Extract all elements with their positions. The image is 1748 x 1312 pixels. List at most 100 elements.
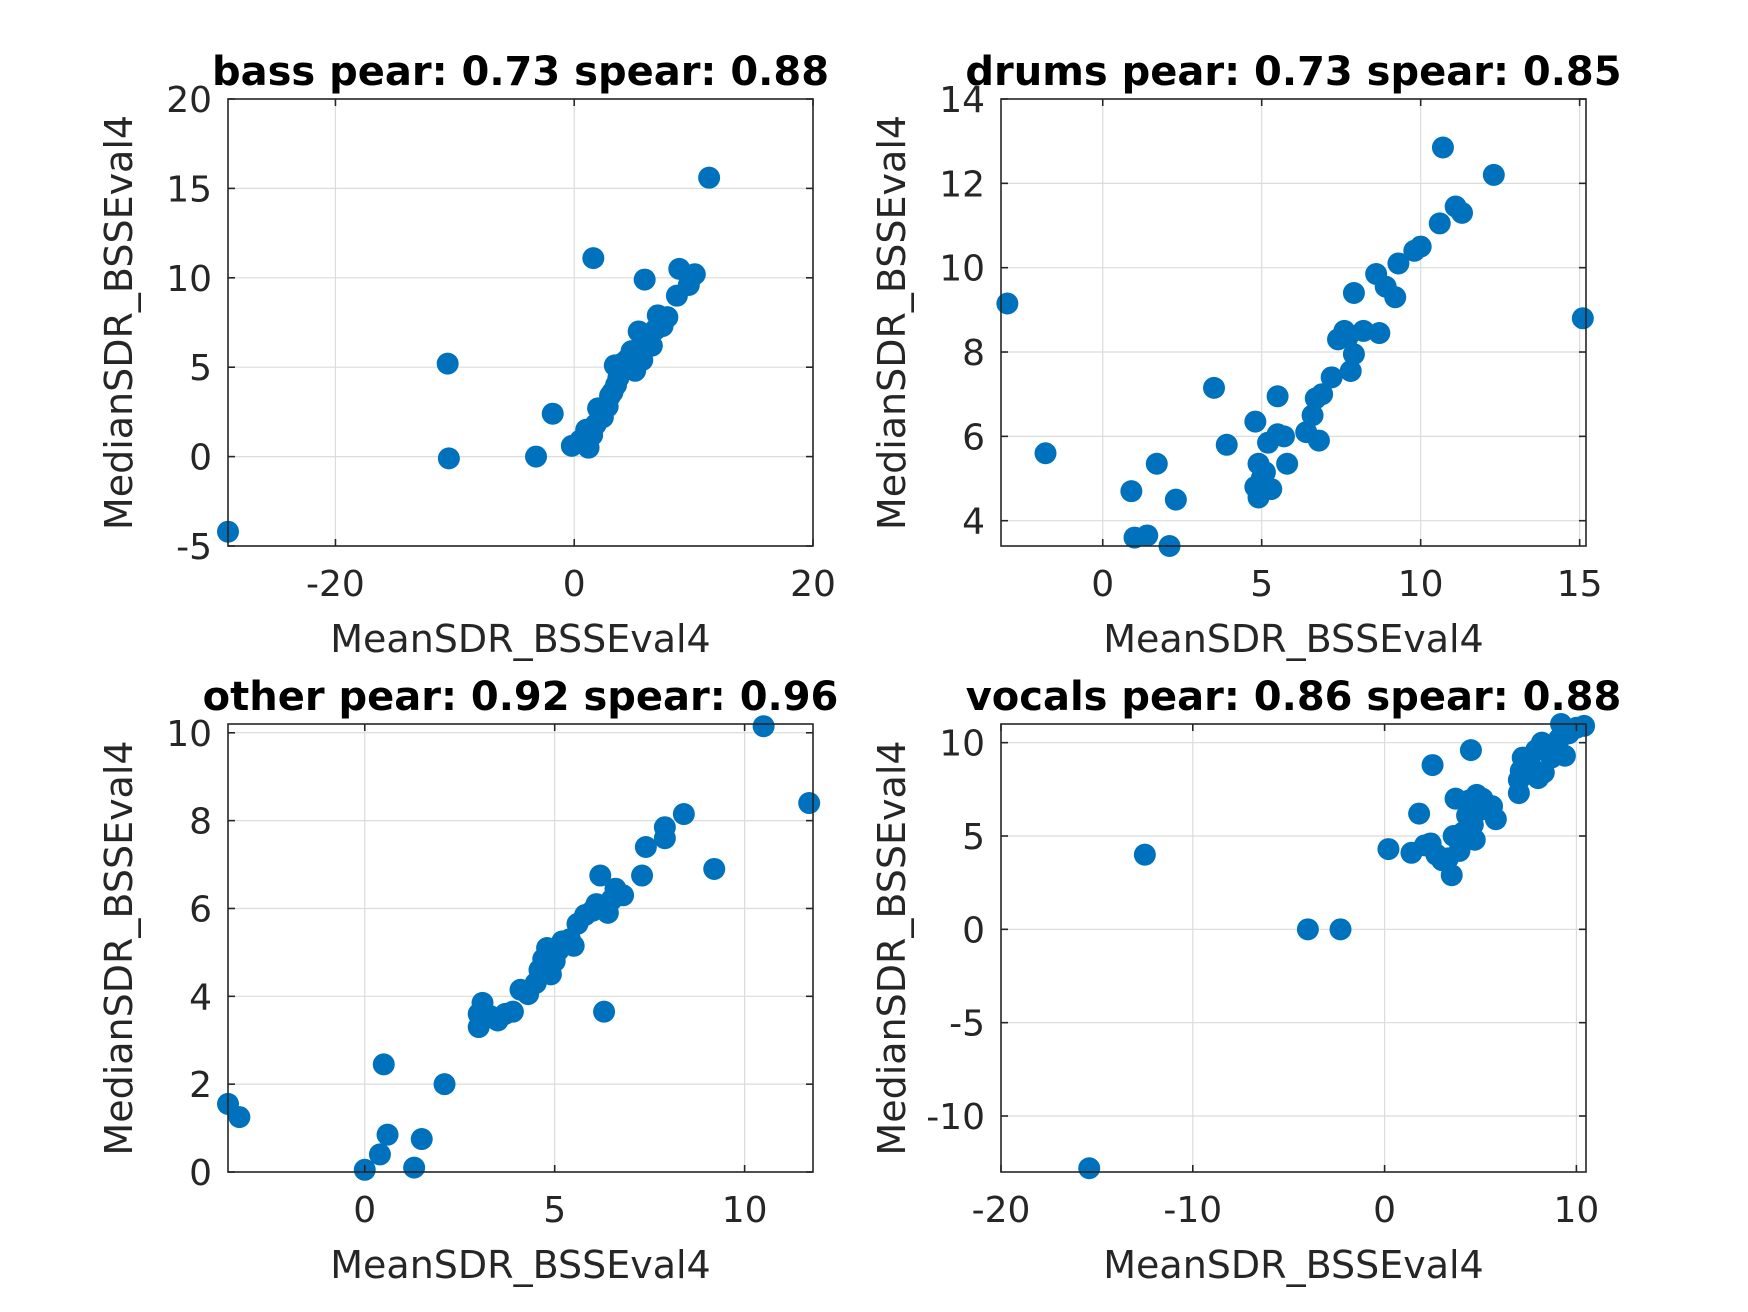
x-tick-label: -20	[306, 564, 365, 605]
data-point	[1296, 918, 1319, 941]
data-point	[1387, 252, 1410, 275]
panel-title: bass pear: 0.73 spear: 0.88	[212, 49, 829, 95]
data-point	[798, 792, 821, 815]
x-tick-label: -20	[972, 1190, 1031, 1231]
data-point	[656, 306, 679, 329]
y-tick-label: 12	[939, 164, 985, 205]
data-point	[403, 1156, 426, 1179]
y-tick-label: 5	[962, 817, 985, 858]
data-point	[672, 803, 695, 826]
data-point	[612, 884, 635, 907]
data-point	[1133, 843, 1156, 866]
data-point	[1484, 808, 1507, 831]
axes-box	[227, 723, 814, 1173]
data-point	[1203, 376, 1226, 399]
data-point	[1431, 136, 1454, 159]
data-point	[633, 268, 656, 291]
data-point	[436, 352, 459, 375]
data-point	[1078, 1157, 1101, 1180]
data-point	[1120, 480, 1143, 503]
x-tick-label: 0	[353, 1190, 376, 1231]
data-point	[1408, 802, 1431, 825]
x-tick-label: 20	[790, 564, 836, 605]
y-tick-label: 8	[962, 333, 985, 374]
data-point	[1409, 235, 1432, 258]
data-point	[228, 1106, 251, 1129]
y-tick-label: 5	[189, 348, 212, 389]
x-axis-label: MeanSDR_BSSEval4	[330, 617, 710, 661]
y-tick-label: 6	[962, 417, 985, 458]
y-tick-label: 4	[189, 977, 212, 1018]
scatter-panel-vocals: -20 -10 0 10 -10 -5 0 5 10 MeanSDR_BSSEval4 Median…	[870, 674, 1621, 1287]
y-tick-label: -5	[949, 1004, 985, 1045]
y-tick-label: -10	[926, 1097, 985, 1138]
x-tick-label: 0	[1373, 1190, 1396, 1231]
plot-area	[1001, 724, 1586, 1172]
data-point	[1136, 524, 1159, 547]
data-point	[1339, 359, 1362, 382]
data-point	[1377, 838, 1400, 861]
data-point	[376, 1123, 399, 1146]
y-tick-label: 10	[939, 724, 985, 765]
data-point	[1329, 918, 1352, 941]
y-axis-label: MedianSDR_BSSEval4	[97, 115, 141, 530]
data-point	[1260, 478, 1283, 501]
x-tick-label: 10	[1554, 1190, 1600, 1231]
data-point	[368, 1143, 391, 1166]
data-point	[1272, 425, 1295, 448]
panel-title: other pear: 0.92 spear: 0.96	[203, 674, 839, 720]
axes-box	[1000, 98, 1587, 547]
plot-area	[228, 99, 813, 546]
y-axis-label: MedianSDR_BSSEval4	[97, 740, 141, 1155]
data-point	[1276, 452, 1299, 475]
y-tick-label: 15	[166, 169, 212, 210]
x-tick-label: -10	[1163, 1190, 1222, 1231]
y-tick-label: 14	[939, 80, 985, 121]
axes-box	[1000, 723, 1587, 1173]
y-tick-label: 20	[166, 80, 212, 121]
data-point	[437, 447, 460, 470]
data-point	[752, 715, 775, 738]
y-axis-label: MedianSDR_BSSEval4	[870, 740, 914, 1155]
data-point	[631, 864, 654, 887]
data-point	[1307, 429, 1330, 452]
data-point	[1244, 410, 1267, 433]
data-point	[634, 835, 657, 858]
data-point	[698, 166, 721, 189]
data-point	[1451, 201, 1474, 224]
axes-box	[227, 98, 814, 547]
panel-title: drums pear: 0.73 spear: 0.85	[965, 49, 1621, 95]
y-tick-label: -5	[176, 527, 212, 568]
data-point	[1253, 461, 1276, 484]
data-point	[1553, 744, 1576, 767]
data-point	[703, 857, 726, 880]
data-point	[589, 864, 612, 887]
y-tick-label: 0	[189, 1153, 212, 1194]
x-tick-label: 10	[722, 1190, 768, 1231]
data-point	[1463, 828, 1486, 851]
x-tick-label: 0	[1091, 564, 1114, 605]
data-point	[996, 292, 1019, 315]
scatter-panel-other: 0 5 10 0 2 4 6 8 10 MeanSDR_BSSEval4 MedianSDR_BSS…	[97, 674, 838, 1287]
data-point	[433, 1073, 456, 1096]
x-tick-label: 5	[543, 1190, 566, 1231]
y-axis-label: MedianSDR_BSSEval4	[870, 115, 914, 530]
data-point	[372, 1053, 395, 1076]
data-point	[1342, 281, 1365, 304]
data-point	[683, 263, 706, 286]
data-point	[525, 445, 548, 468]
data-point	[593, 1000, 616, 1023]
scatter-panel-drums: 0 5 10 15 4 6 8 10 12 14 MeanSDR_BSSEval4 MedianSDR…	[870, 49, 1622, 661]
data-point	[1428, 212, 1451, 235]
x-axis-label: MeanSDR_BSSEval4	[1103, 617, 1483, 661]
data-point	[410, 1128, 433, 1151]
data-point	[1034, 442, 1057, 465]
y-tick-label: 0	[962, 910, 985, 951]
x-axis-label: MeanSDR_BSSEval4	[1103, 1243, 1483, 1287]
data-point	[1320, 366, 1343, 389]
data-point	[1459, 739, 1482, 762]
data-point	[1448, 839, 1471, 862]
data-point	[1421, 754, 1444, 777]
data-point	[1342, 343, 1365, 366]
